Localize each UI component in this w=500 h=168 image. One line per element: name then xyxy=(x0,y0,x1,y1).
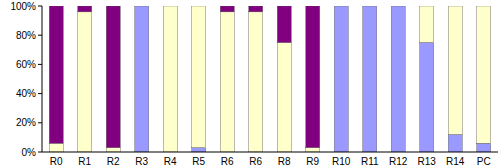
y-tick-label: 80% xyxy=(16,30,36,41)
bar-segment xyxy=(106,148,120,152)
x-axis xyxy=(42,152,498,153)
bar-segment xyxy=(78,12,92,152)
bar-segment xyxy=(163,6,177,152)
bar-segment xyxy=(448,6,462,134)
y-axis xyxy=(42,6,43,152)
y-tick-label: 20% xyxy=(16,117,36,128)
bar-segment xyxy=(306,148,320,152)
x-tick-label: PC xyxy=(477,156,491,167)
bar-segment xyxy=(249,6,263,12)
bar-segment xyxy=(391,6,405,152)
y-tick-label: 100% xyxy=(10,1,36,12)
bar-segment xyxy=(78,6,92,12)
x-tick-label: R12 xyxy=(389,156,408,167)
bar-segment xyxy=(192,6,206,148)
y-tick xyxy=(38,6,42,7)
x-tick-label: R13 xyxy=(418,156,437,167)
bar-segment xyxy=(420,6,434,7)
x-tick-label: R3 xyxy=(135,156,148,167)
x-tick-label: R9 xyxy=(306,156,319,167)
bar-segment xyxy=(363,6,377,152)
x-tick-label: R11 xyxy=(361,156,379,167)
y-tick xyxy=(38,122,42,123)
bar-segment xyxy=(363,6,377,7)
bar-segment xyxy=(135,6,149,7)
y-tick-label: 60% xyxy=(16,59,36,70)
x-tick-label: R6 xyxy=(249,156,262,167)
y-tick xyxy=(38,152,42,153)
bar-segment xyxy=(192,6,206,7)
x-tick-label: R2 xyxy=(107,156,120,167)
bar-segment xyxy=(106,6,120,148)
bar-segment xyxy=(220,6,234,12)
bar-segment xyxy=(277,43,291,153)
bar-segment xyxy=(477,6,491,143)
bar-segment xyxy=(49,143,63,152)
x-tick-label: R5 xyxy=(192,156,205,167)
x-tick-label: R10 xyxy=(332,156,351,167)
bars xyxy=(49,6,491,152)
x-tick-label: R4 xyxy=(164,156,177,167)
bar-segment xyxy=(420,6,434,43)
bar-segment xyxy=(420,43,434,153)
x-tick-label: R0 xyxy=(50,156,63,167)
y-tick xyxy=(38,35,42,36)
chart-container: 0% 20% 40% 60% 80% 100% R0 R1 R2 R3 R4 R5 R6 R6 R8 R9 R1… xyxy=(0,0,500,168)
bar-segment xyxy=(363,6,377,7)
x-tick-label: R8 xyxy=(278,156,291,167)
bar-segment xyxy=(49,6,63,143)
bar-segment xyxy=(163,6,177,7)
y-tick xyxy=(38,93,42,94)
bar-segment xyxy=(220,12,234,152)
bar-segment xyxy=(477,6,491,7)
y-tick-label: 40% xyxy=(16,88,36,99)
bar-segment xyxy=(448,134,462,152)
bar-segment xyxy=(135,6,149,152)
bar-segment xyxy=(334,6,348,7)
chart-svg: 0% 20% 40% 60% 80% 100% R0 R1 R2 R3 R4 R5 R6 R6 R8 R9 R1… xyxy=(0,0,500,168)
bar-segment xyxy=(306,6,320,148)
bar-segment xyxy=(249,12,263,152)
bar-segment xyxy=(334,6,348,7)
bar-segment xyxy=(477,143,491,152)
x-tick-label: R1 xyxy=(78,156,91,167)
bar-segment xyxy=(334,6,348,152)
bar-segment xyxy=(135,6,149,7)
y-tick-label: 0% xyxy=(22,147,37,158)
bar-segment xyxy=(391,6,405,7)
bar-segment xyxy=(391,6,405,7)
bar-segment xyxy=(277,6,291,43)
bar-segment xyxy=(448,6,462,7)
bar-segment xyxy=(192,148,206,152)
x-tick-label: R14 xyxy=(446,156,465,167)
x-tick-label: R6 xyxy=(221,156,234,167)
y-tick xyxy=(38,64,42,65)
